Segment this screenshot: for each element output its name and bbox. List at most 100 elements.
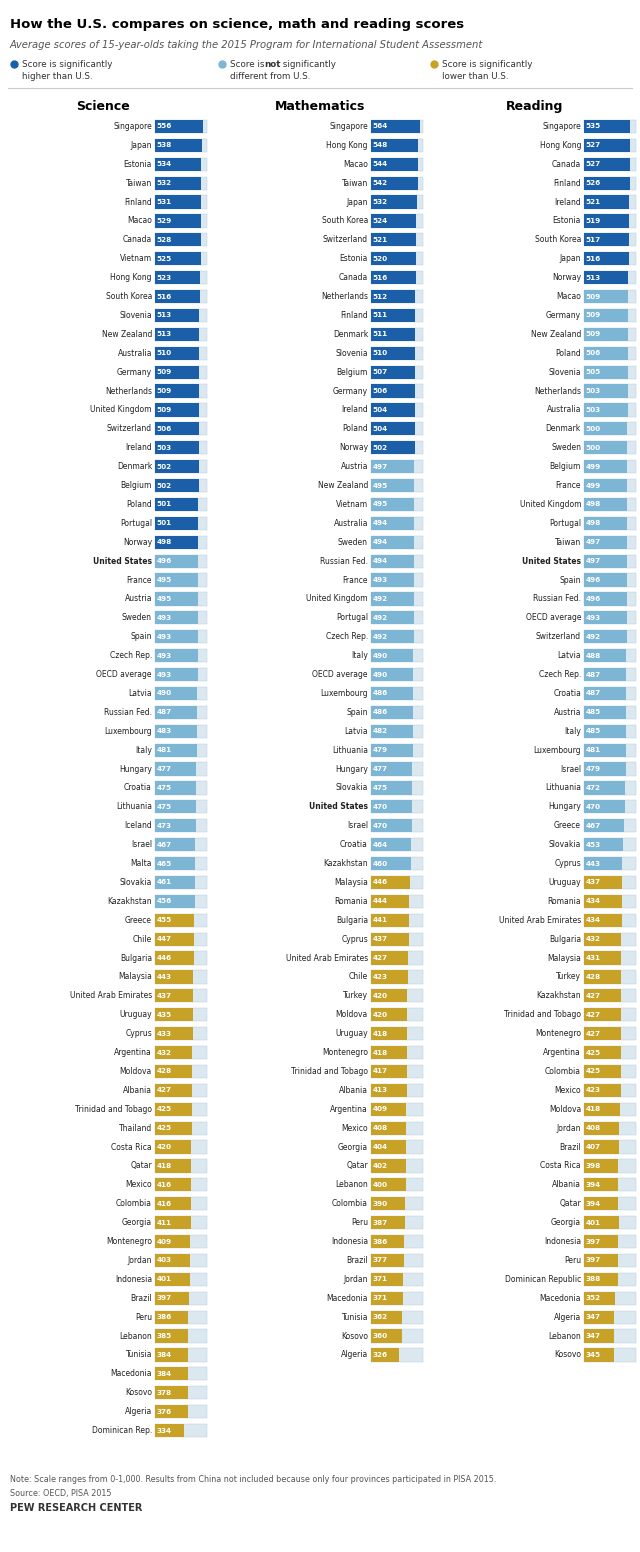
Bar — [371, 554, 414, 568]
Text: 416: 416 — [157, 1201, 172, 1207]
Text: Lebanon: Lebanon — [335, 1181, 368, 1189]
Text: Japan: Japan — [131, 141, 152, 151]
Bar — [155, 441, 207, 455]
Text: 444: 444 — [372, 899, 387, 905]
Bar — [371, 158, 423, 171]
Bar — [584, 404, 628, 416]
Bar — [371, 517, 423, 529]
Bar — [584, 630, 627, 644]
Text: Singapore: Singapore — [113, 123, 152, 130]
Text: Mexico: Mexico — [125, 1181, 152, 1189]
Bar — [584, 480, 636, 492]
Bar — [584, 1027, 636, 1040]
Text: Greece: Greece — [125, 916, 152, 925]
Bar — [584, 1083, 621, 1097]
Bar — [155, 1386, 188, 1400]
Bar — [371, 593, 423, 605]
Bar — [155, 251, 200, 265]
Text: Turkey: Turkey — [343, 992, 368, 1001]
Bar — [584, 857, 622, 871]
Text: 420: 420 — [157, 1144, 172, 1150]
Bar — [584, 441, 636, 455]
Bar — [371, 1046, 423, 1058]
Text: Macao: Macao — [343, 160, 368, 169]
Text: Spain: Spain — [131, 632, 152, 641]
Text: Reading: Reading — [506, 99, 564, 113]
Text: 483: 483 — [157, 728, 172, 734]
Bar — [584, 272, 636, 284]
Text: Bulgaria: Bulgaria — [336, 916, 368, 925]
Text: 556: 556 — [157, 124, 172, 129]
Text: 506: 506 — [586, 351, 601, 357]
Bar — [584, 762, 625, 776]
Bar — [371, 914, 409, 927]
Text: Kazakhstan: Kazakhstan — [108, 897, 152, 906]
Bar — [584, 1254, 636, 1266]
Text: 494: 494 — [372, 559, 388, 563]
Text: Italy: Italy — [135, 745, 152, 754]
Bar — [155, 593, 207, 605]
Text: 417: 417 — [372, 1068, 387, 1074]
Text: Costa Rica: Costa Rica — [111, 1142, 152, 1152]
Text: 496: 496 — [157, 559, 172, 563]
Text: Israel: Israel — [560, 765, 581, 773]
Text: 520: 520 — [372, 256, 388, 262]
Text: 423: 423 — [586, 1088, 600, 1093]
Text: Hong Kong: Hong Kong — [111, 273, 152, 282]
Bar — [584, 1027, 621, 1040]
Text: 394: 394 — [586, 1183, 600, 1187]
Text: 527: 527 — [586, 143, 600, 149]
Text: 509: 509 — [586, 331, 601, 337]
Bar — [371, 801, 423, 813]
Bar — [584, 214, 629, 228]
Bar — [584, 138, 630, 152]
Text: Kosovo: Kosovo — [554, 1350, 581, 1360]
Bar — [584, 573, 627, 587]
Bar — [584, 233, 636, 247]
Text: 401: 401 — [157, 1276, 172, 1282]
Bar — [584, 593, 636, 605]
Text: Norway: Norway — [339, 444, 368, 452]
Bar — [371, 459, 414, 473]
Bar — [155, 1027, 207, 1040]
Bar — [584, 196, 636, 208]
Bar — [584, 1141, 636, 1153]
Text: 487: 487 — [157, 709, 172, 715]
Text: Slovakia: Slovakia — [120, 878, 152, 886]
Bar — [371, 366, 423, 379]
Bar — [155, 138, 202, 152]
Text: Latvia: Latvia — [129, 689, 152, 698]
Text: Slovenia: Slovenia — [335, 349, 368, 359]
Bar — [584, 554, 627, 568]
Bar — [584, 781, 636, 795]
Bar — [155, 1197, 207, 1211]
Bar — [155, 1367, 188, 1380]
Bar — [371, 781, 412, 795]
Bar — [584, 1254, 618, 1266]
Bar — [584, 1330, 636, 1342]
Text: Montenegro: Montenegro — [535, 1029, 581, 1038]
Bar — [371, 441, 415, 455]
Bar — [371, 743, 413, 757]
Bar — [584, 272, 628, 284]
Bar — [584, 593, 627, 605]
Text: PEW RESEARCH CENTER: PEW RESEARCH CENTER — [10, 1502, 142, 1513]
Bar — [584, 1349, 614, 1361]
Text: 460: 460 — [372, 860, 388, 866]
Bar — [371, 290, 423, 303]
Bar — [584, 838, 636, 850]
Bar — [371, 1159, 406, 1173]
Bar — [584, 1065, 636, 1079]
Bar — [584, 1217, 636, 1229]
Text: How the U.S. compares on science, math and reading scores: How the U.S. compares on science, math a… — [10, 19, 464, 31]
Bar — [584, 441, 627, 455]
Bar — [155, 611, 207, 624]
Bar — [584, 309, 636, 323]
Text: Hong Kong: Hong Kong — [540, 141, 581, 151]
Bar — [584, 366, 628, 379]
Text: 403: 403 — [157, 1257, 172, 1263]
Text: Switzerland: Switzerland — [107, 424, 152, 433]
Text: 503: 503 — [586, 388, 600, 394]
Bar — [155, 1159, 191, 1173]
Bar — [584, 554, 636, 568]
